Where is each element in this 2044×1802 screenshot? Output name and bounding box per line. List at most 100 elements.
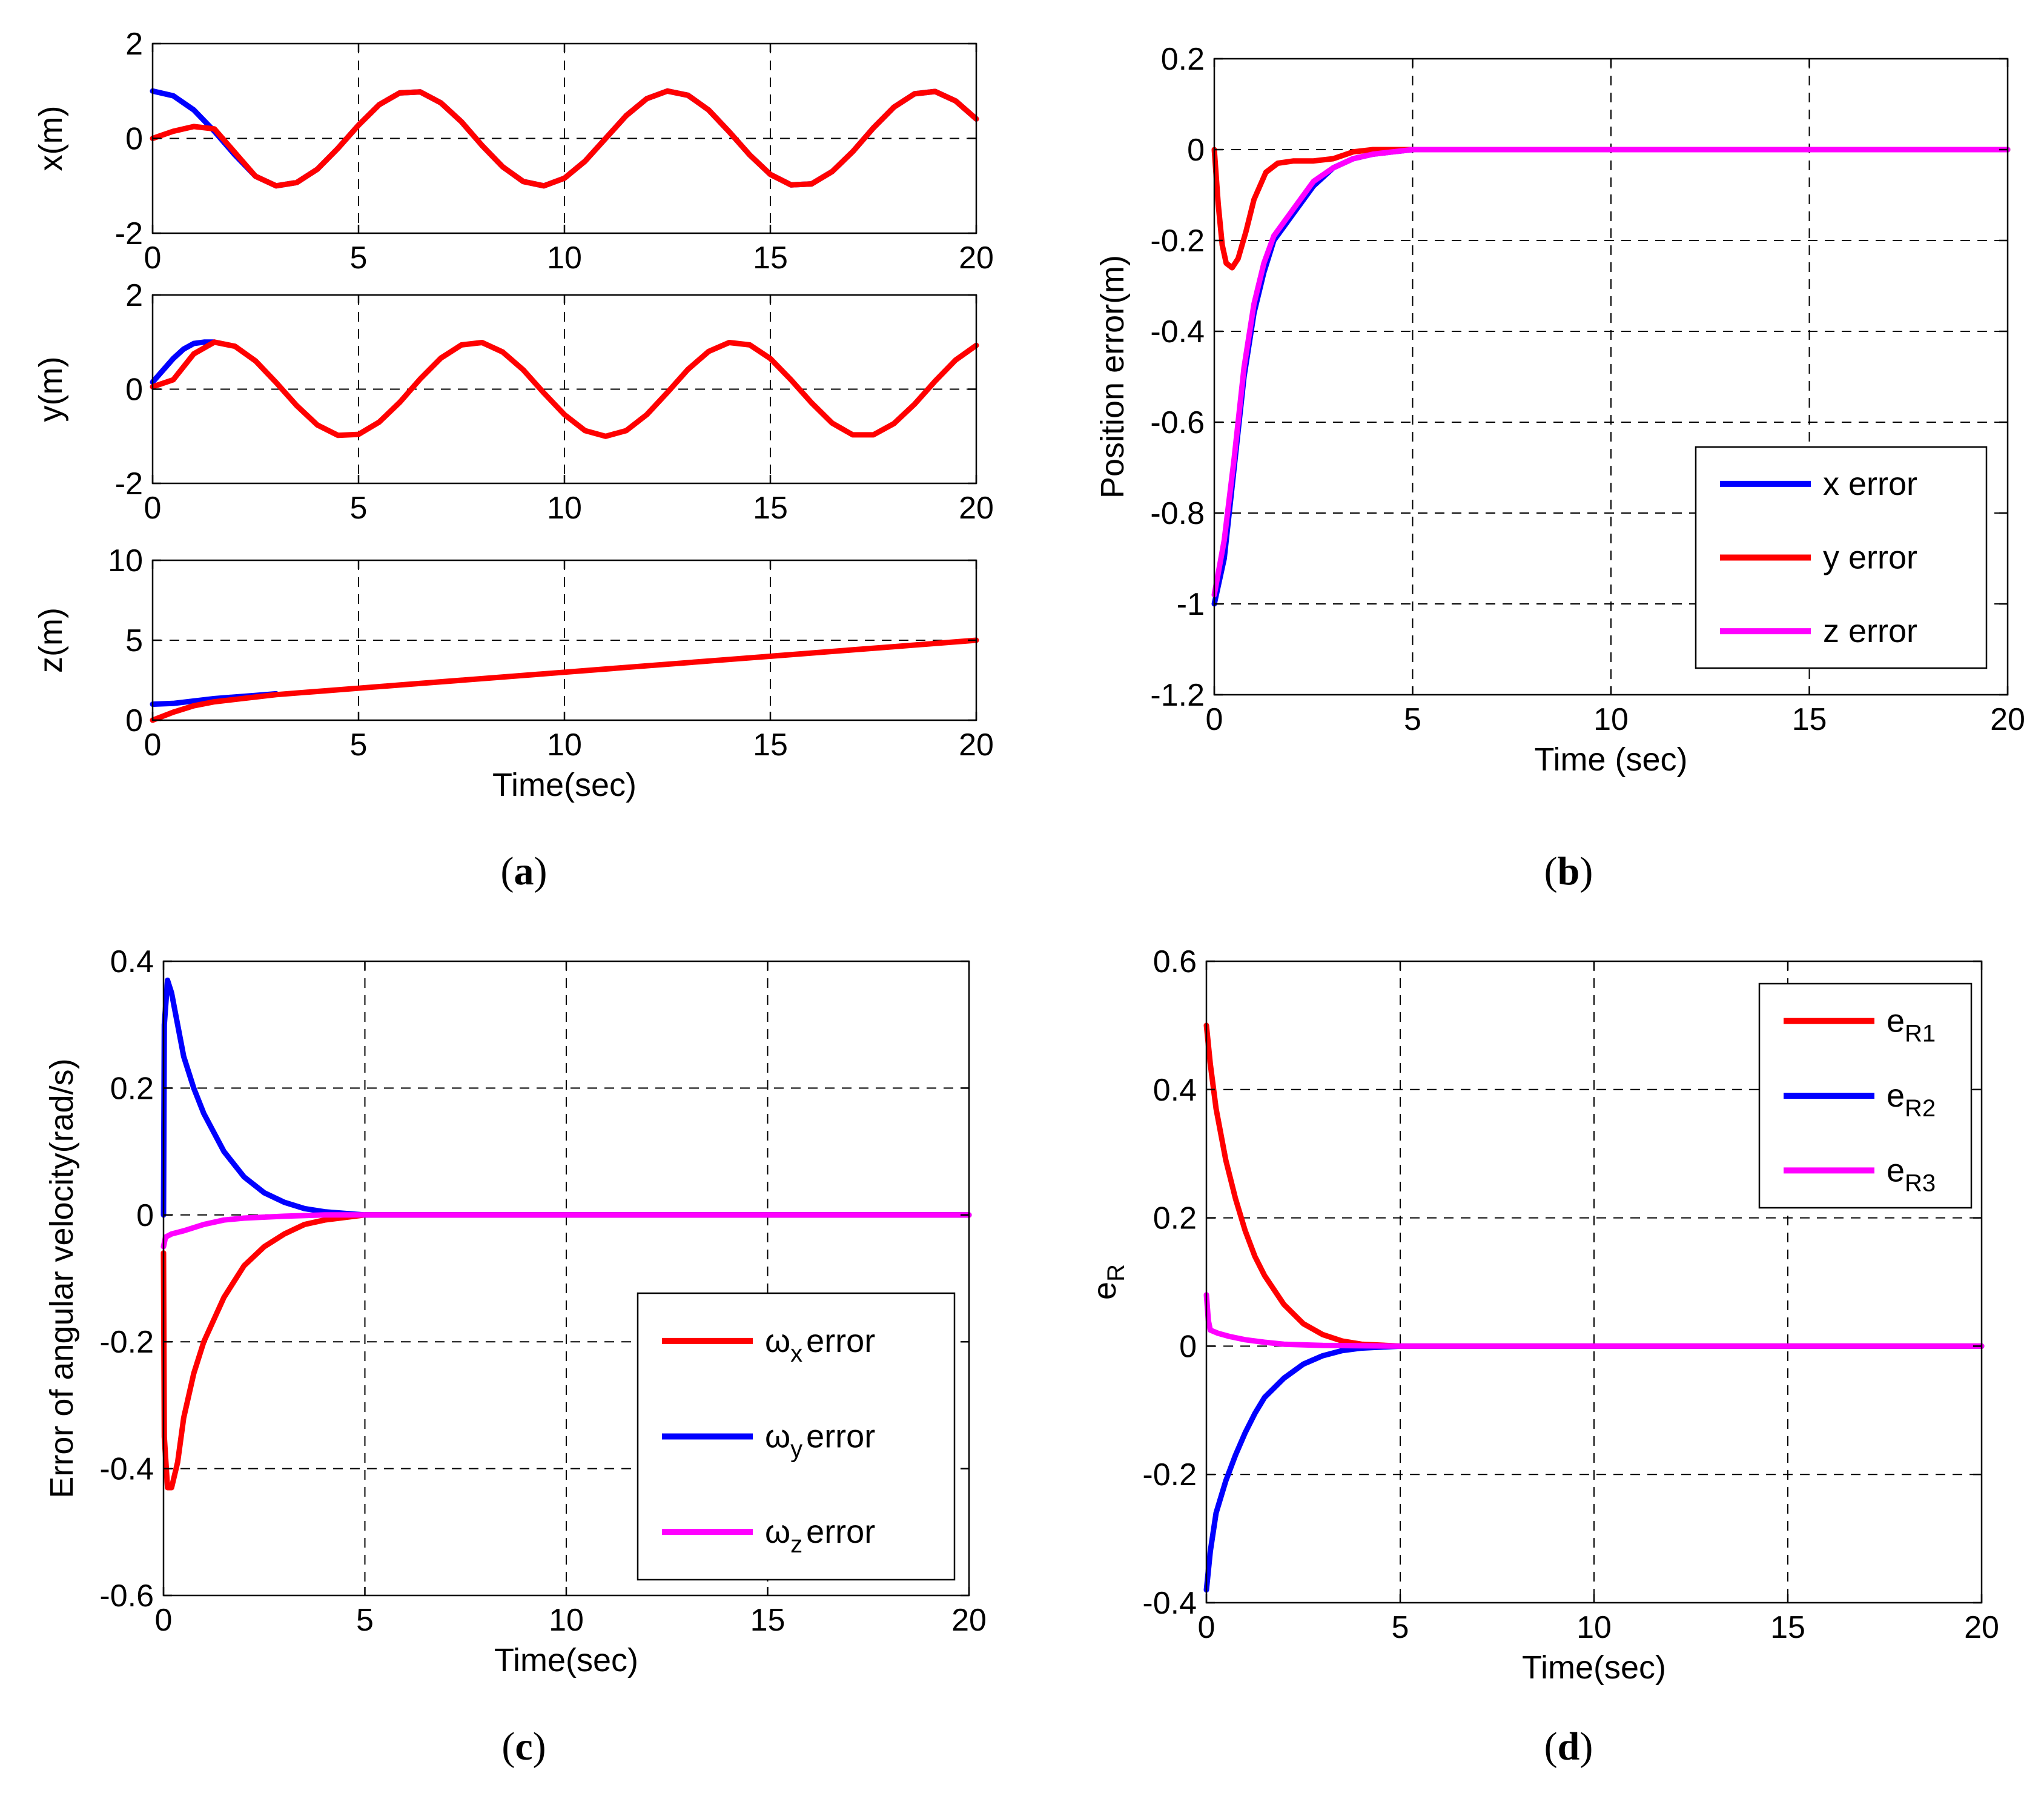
y-tick-label: 0 — [136, 1198, 154, 1233]
panel-label-c: (c) — [501, 1724, 546, 1769]
y-tick-label: 0 — [1179, 1329, 1197, 1364]
y-tick-label: 10 — [108, 543, 143, 578]
x-tick-label: 15 — [1792, 702, 1827, 737]
y-tick-label: -1 — [1177, 587, 1205, 622]
y-tick-label: -0.6 — [99, 1578, 154, 1614]
x-tick-label: 10 — [549, 1603, 584, 1638]
y-tick-label: 0.2 — [110, 1071, 154, 1106]
legend-entry: eR1 — [1887, 1003, 1936, 1047]
series-line-red — [150, 339, 979, 439]
series-line-red — [150, 637, 979, 723]
y-tick-label: 0.4 — [110, 944, 154, 979]
series-line-x — [160, 1212, 972, 1491]
x-tick-label: 15 — [1770, 1610, 1805, 1645]
x-tick-label: 20 — [959, 240, 994, 276]
series-line-y — [160, 977, 972, 1218]
legend-entry: ωz error — [765, 1514, 875, 1558]
legend-sub: R1 — [1905, 1021, 1936, 1047]
series-line-red — [150, 88, 979, 189]
y-tick-label: -0.2 — [99, 1325, 154, 1360]
y-tick-label: -0.4 — [99, 1452, 154, 1487]
x-tick-label: 15 — [750, 1603, 786, 1638]
legend-entry: ωy error — [765, 1419, 875, 1463]
x-tick-label: 10 — [1576, 1610, 1612, 1645]
series-line-magenta — [1211, 147, 2011, 598]
x-tick-label: 5 — [350, 491, 368, 526]
y-tick-label: -2 — [115, 216, 143, 251]
x-tick-label: 0 — [144, 240, 162, 276]
legend-symbol: ω — [765, 1323, 790, 1359]
y-tick-label: 0.6 — [1153, 944, 1197, 979]
legend-symbol: ω — [765, 1514, 790, 1550]
y-tick-label: 0.2 — [1161, 42, 1205, 77]
y-axis-label: Error of angular velocity(rad/s) — [44, 1058, 80, 1498]
x-tick-label: 5 — [1404, 702, 1421, 737]
panel-label-b: (b) — [1544, 849, 1593, 893]
x-tick-label: 20 — [959, 491, 994, 526]
legend-entry: x error — [1823, 466, 1917, 502]
legend-sub: y — [790, 1436, 802, 1463]
x-tick-label: 5 — [1392, 1610, 1409, 1645]
legend-sub: x — [790, 1340, 802, 1367]
y-tick-label: -2 — [115, 466, 143, 502]
y-tick-label: -0.2 — [1142, 1457, 1197, 1492]
y-tick-label: 2 — [125, 27, 143, 62]
chart-b: 0 5 10 15 20 -1.2 -1 -0.8 -0.6 -0.4 -0.2 0 0.2 Time (… — [1094, 42, 2025, 778]
chart-d: 0 5 10 15 20-0.4-0.200.20.40.6Time(sec)eReR1… — [1086, 944, 1999, 1686]
y-tick-label: -0.2 — [1150, 224, 1205, 259]
x-tick-label: 15 — [753, 240, 788, 276]
x-tick-label: 0 — [144, 727, 162, 763]
legend-name: error — [806, 1514, 875, 1550]
legend-symbol: ω — [765, 1419, 790, 1455]
legend-entry: ωx error — [765, 1323, 875, 1367]
x-tick-label: 20 — [959, 727, 994, 763]
y-tick-label: 5 — [125, 623, 143, 658]
legend-sub: z — [790, 1531, 802, 1558]
y-tick-label: 0 — [125, 703, 143, 738]
x-tick-label: 10 — [547, 491, 582, 526]
y-axis-label: x(m) — [33, 106, 69, 171]
legend-name: e — [1887, 1152, 1905, 1188]
legend-entry: z error — [1823, 613, 1917, 649]
series-line-z — [160, 1212, 972, 1250]
x-tick-label: 5 — [356, 1603, 374, 1638]
legend-entry: eR3 — [1887, 1152, 1936, 1196]
y-tick-label: 0.2 — [1153, 1201, 1197, 1236]
y-tick-label: 0 — [125, 373, 143, 408]
series-line-R2 — [1203, 1343, 1985, 1593]
legend-sub: R2 — [1905, 1095, 1936, 1122]
x-tick-label: 20 — [1990, 702, 2025, 737]
x-tick-label: 0 — [1206, 702, 1223, 737]
x-tick-label: 5 — [350, 727, 368, 763]
legend: x error y error z error — [1695, 446, 1988, 669]
x-tick-label: 20 — [1964, 1610, 1999, 1645]
legend-sub: R3 — [1905, 1170, 1936, 1196]
legend-name: e — [1887, 1003, 1905, 1039]
panel-label-a: (a) — [501, 849, 547, 893]
legend-name: error — [806, 1323, 875, 1359]
x-axis-label: Time(sec) — [492, 767, 637, 803]
x-tick-label: 5 — [350, 240, 368, 276]
series-line-red — [1211, 147, 2011, 271]
y-axis-label: z(m) — [33, 608, 69, 673]
chart-c: 0 5 10 15 20 -0.6 -0.4 -0.2 0 0.2 0.4 Time(sec) Erro… — [44, 944, 987, 1678]
series-line-blue — [150, 339, 217, 385]
x-tick-label: 10 — [547, 727, 582, 763]
x-tick-label: 0 — [144, 491, 162, 526]
x-axis-label: Time(sec) — [494, 1642, 638, 1678]
y-axis-label: Position error(m) — [1094, 255, 1131, 499]
series-line-R3 — [1203, 1292, 1985, 1349]
x-tick-label: 15 — [753, 491, 788, 526]
x-axis-label: Time(sec) — [1522, 1649, 1666, 1686]
legend-entry: y error — [1823, 540, 1917, 576]
chart-a-z: 0 5 10 15 20 0 5 10 Time(sec) z(m) — [33, 543, 994, 803]
y-tick-label: -1.2 — [1150, 678, 1205, 713]
y-tick-label: 0.4 — [1153, 1073, 1197, 1108]
y-tick-label: -0.6 — [1150, 405, 1205, 440]
x-axis-label: Time (sec) — [1535, 741, 1688, 778]
